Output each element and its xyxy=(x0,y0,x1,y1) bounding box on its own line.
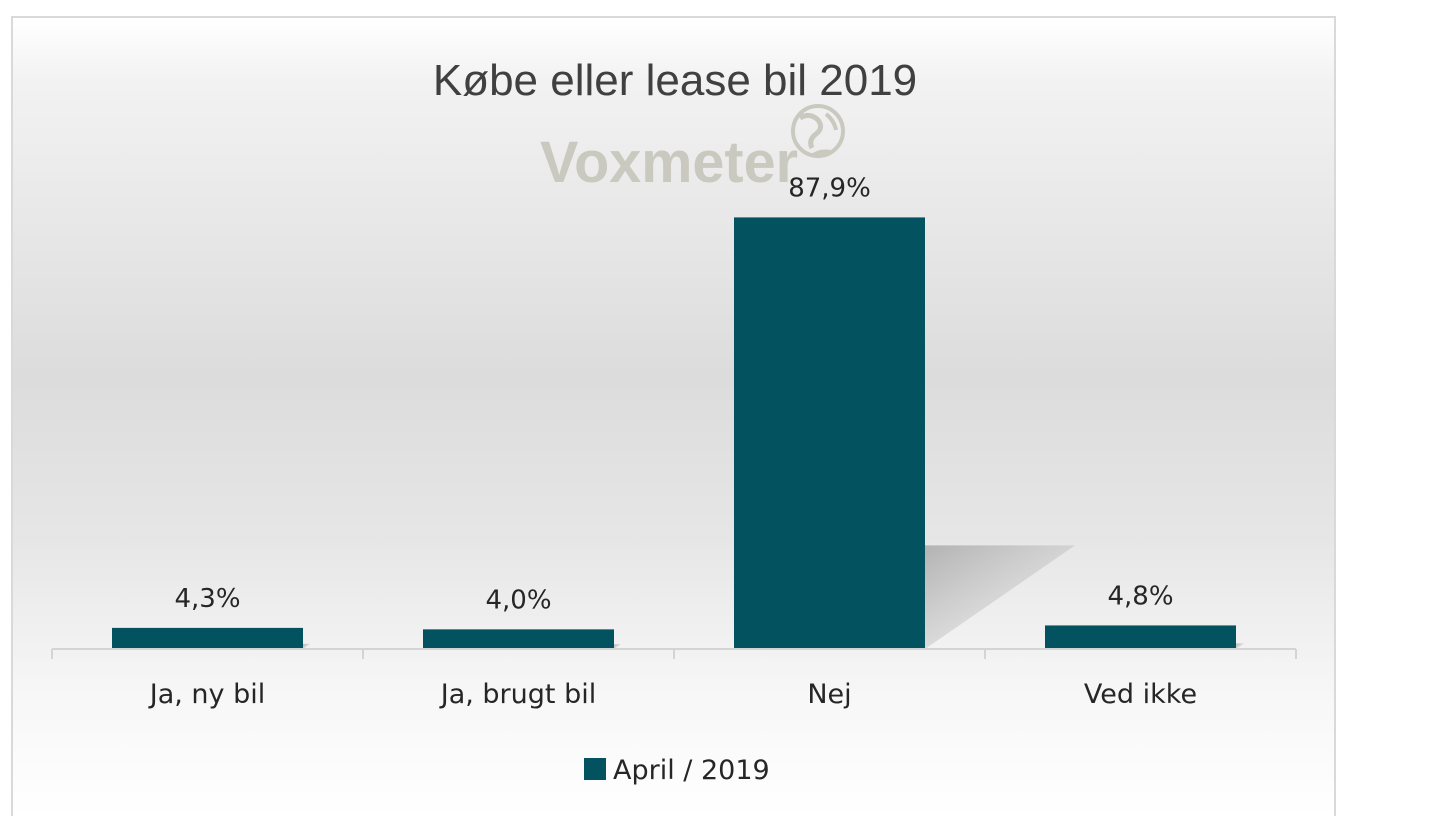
voxmeter-logo: Voxmeter xyxy=(540,104,845,195)
data-label: 4,3% xyxy=(174,584,240,614)
x-tick-label: Ved ikke xyxy=(1084,679,1197,710)
x-tick-label: Nej xyxy=(807,679,851,710)
bar xyxy=(1045,625,1236,649)
chart-area xyxy=(11,16,1336,816)
data-label: 87,9% xyxy=(788,173,871,203)
bar xyxy=(112,627,303,649)
bar xyxy=(734,217,925,649)
logo-wordmark: Voxmeter xyxy=(540,130,798,195)
globe-icon xyxy=(791,104,845,158)
bar-shadow xyxy=(1236,643,1245,649)
data-label: 4,8% xyxy=(1107,581,1173,611)
bar-shadow xyxy=(303,643,311,649)
bar-shadow-layer xyxy=(303,545,1245,649)
data-label: 4,0% xyxy=(485,585,551,615)
bar xyxy=(423,629,614,649)
bar-shadow xyxy=(614,644,621,649)
legend-swatch xyxy=(584,758,606,780)
legend-label: April / 2019 xyxy=(613,755,770,786)
x-axis-tick-labels: Ja, ny bil Ja, brugt bil Nej Ved ikke xyxy=(148,679,1197,710)
data-labels: 4,3% 4,0% 87,9% 4,8% xyxy=(174,173,1173,615)
x-tick-label: Ja, brugt bil xyxy=(439,679,596,710)
x-axis-ticks xyxy=(51,649,1297,659)
x-tick-label: Ja, ny bil xyxy=(148,679,266,710)
chart-title: Købe eller lease bil 2019 xyxy=(433,56,917,105)
bar-shadow xyxy=(925,545,1075,649)
legend: April / 2019 xyxy=(584,755,770,786)
bars xyxy=(112,217,1236,649)
